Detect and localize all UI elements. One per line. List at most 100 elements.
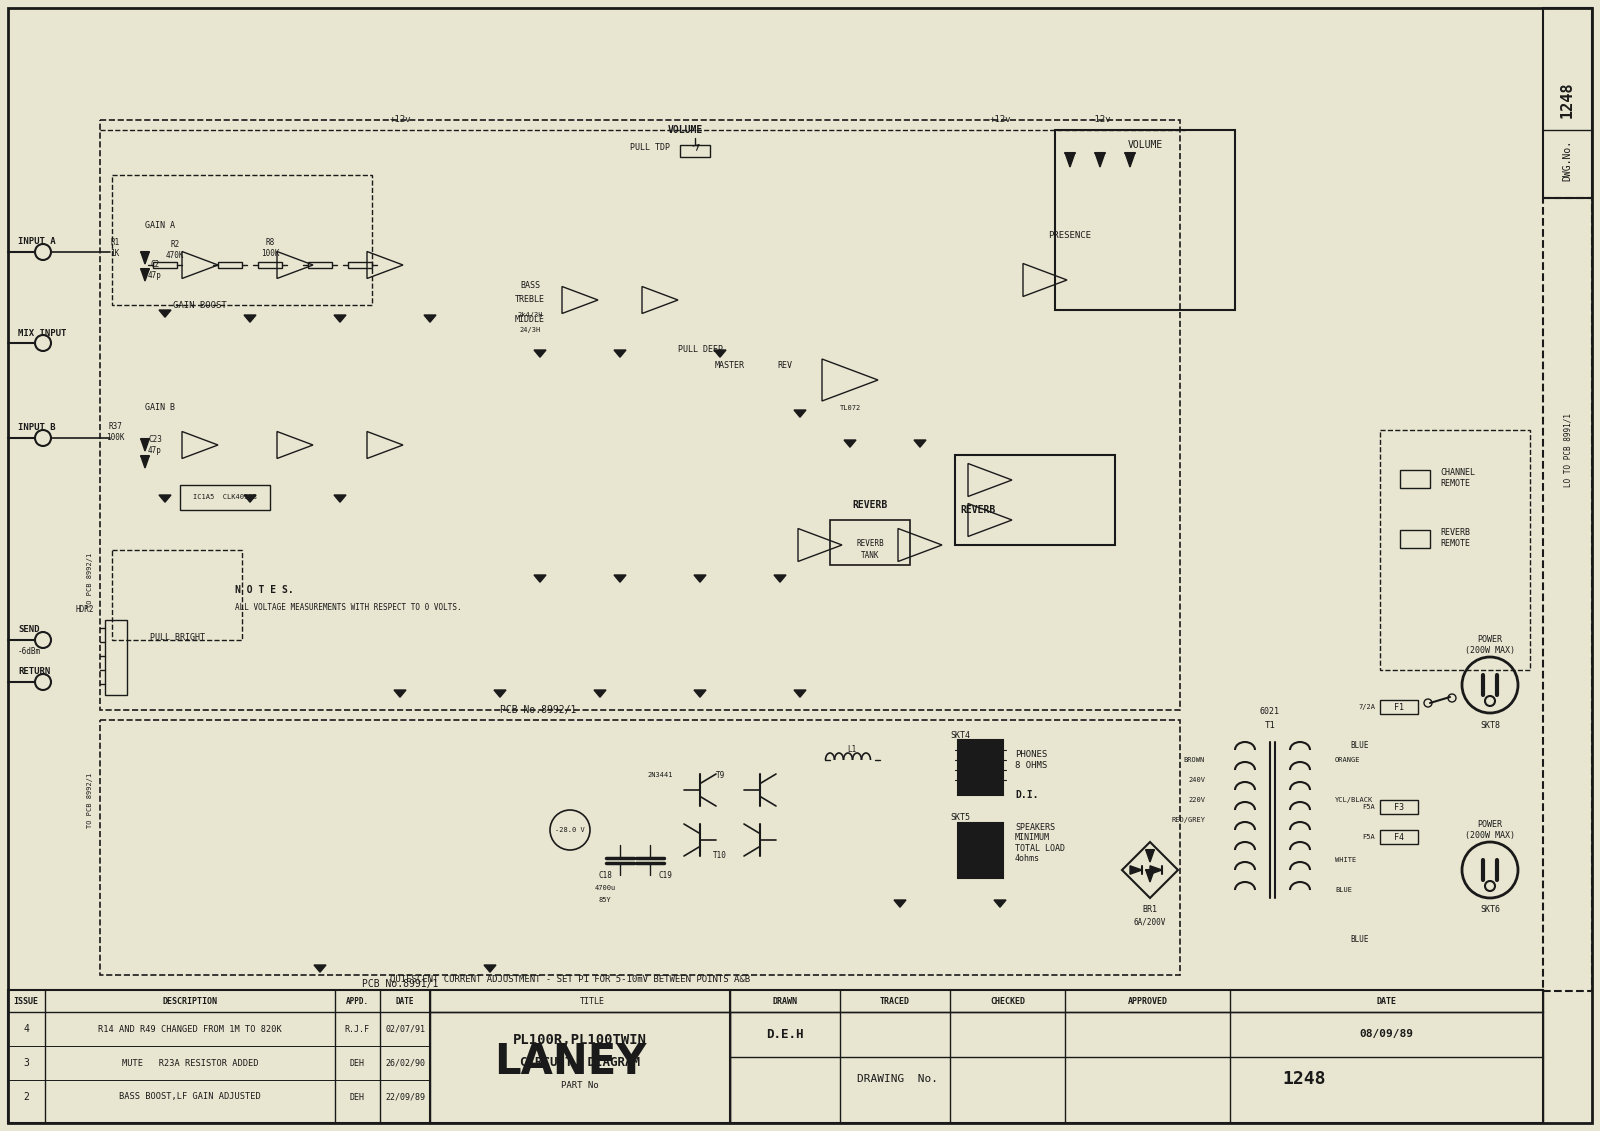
Text: 1248: 1248 — [1560, 81, 1574, 119]
Text: 6A/200V: 6A/200V — [1134, 917, 1166, 926]
Text: BR1: BR1 — [1142, 906, 1157, 915]
Bar — [1400, 530, 1430, 549]
Text: SPEAKERS
MINIMUM
TOTAL LOAD
4ohms: SPEAKERS MINIMUM TOTAL LOAD 4ohms — [1014, 823, 1066, 863]
Text: SEND: SEND — [18, 625, 40, 634]
Polygon shape — [394, 690, 406, 697]
Bar — [106, 620, 126, 696]
Text: 4: 4 — [22, 1024, 29, 1034]
Bar — [112, 550, 242, 640]
Bar — [830, 520, 910, 566]
Polygon shape — [243, 495, 256, 502]
Polygon shape — [794, 411, 806, 417]
Text: 85Y: 85Y — [598, 897, 611, 903]
Text: SKT4: SKT4 — [950, 731, 970, 740]
Bar — [112, 175, 371, 305]
Bar — [179, 485, 270, 510]
Polygon shape — [334, 316, 346, 322]
Text: ALL VOLTAGE MEASUREMENTS WITH RESPECT TO 0 VOLTS.: ALL VOLTAGE MEASUREMENTS WITH RESPECT TO… — [235, 603, 462, 612]
Bar — [1379, 800, 1418, 814]
Text: APPD.: APPD. — [346, 996, 368, 1005]
Text: DWG.No.: DWG.No. — [1562, 139, 1571, 181]
Text: T9: T9 — [715, 770, 725, 779]
Text: -28.0 V: -28.0 V — [555, 827, 586, 834]
Bar — [99, 120, 1181, 710]
Text: SKT5: SKT5 — [950, 813, 970, 822]
Polygon shape — [994, 900, 1006, 907]
Text: PULL TDP: PULL TDP — [630, 144, 670, 153]
Bar — [680, 145, 710, 157]
Text: PHONES
8 OHMS: PHONES 8 OHMS — [1014, 750, 1048, 770]
Text: PULL BRIGHT: PULL BRIGHT — [149, 633, 205, 642]
Text: IC1A5  CLK4098B: IC1A5 CLK4098B — [194, 494, 258, 500]
Bar — [1542, 8, 1592, 198]
Bar — [1379, 830, 1418, 844]
Bar — [1400, 470, 1430, 487]
Polygon shape — [894, 900, 906, 907]
Bar — [1379, 700, 1418, 714]
Text: F5A: F5A — [1362, 834, 1374, 840]
Text: PULL DEEP: PULL DEEP — [677, 345, 723, 354]
Text: LANEY: LANEY — [494, 1041, 646, 1082]
Polygon shape — [694, 690, 706, 697]
Polygon shape — [483, 965, 496, 973]
Text: C18: C18 — [598, 871, 611, 880]
Text: YCL/BLACK: YCL/BLACK — [1334, 797, 1373, 803]
Bar — [99, 720, 1181, 975]
Text: N O T E S.: N O T E S. — [235, 585, 294, 595]
Text: CHANNEL
REMOTE: CHANNEL REMOTE — [1440, 468, 1475, 487]
Text: BLUE: BLUE — [1334, 887, 1352, 893]
Polygon shape — [141, 252, 149, 264]
Text: R37
100K: R37 100K — [106, 422, 125, 442]
Polygon shape — [158, 310, 171, 317]
Text: REVERB: REVERB — [960, 506, 995, 515]
Text: POWER
(200W MAX): POWER (200W MAX) — [1466, 636, 1515, 655]
Text: RETURN: RETURN — [18, 667, 50, 676]
Polygon shape — [1066, 153, 1075, 167]
Text: T10: T10 — [714, 851, 726, 860]
Bar — [307, 262, 333, 268]
Text: F1: F1 — [1394, 702, 1405, 711]
Text: -6dBm: -6dBm — [18, 648, 42, 656]
Text: C23
47p: C23 47p — [149, 435, 162, 455]
Polygon shape — [1130, 866, 1142, 874]
Text: BASS BOOST,LF GAIN ADJUSTED: BASS BOOST,LF GAIN ADJUSTED — [118, 1093, 261, 1102]
Polygon shape — [534, 349, 546, 357]
Bar — [958, 823, 1003, 878]
Polygon shape — [494, 690, 506, 697]
Polygon shape — [314, 965, 326, 973]
Bar — [154, 262, 178, 268]
Text: TITLE: TITLE — [579, 996, 605, 1005]
Bar — [1542, 198, 1592, 991]
Text: PRESENCE: PRESENCE — [1048, 231, 1091, 240]
Text: 4700u: 4700u — [594, 884, 616, 891]
Text: C2
47p: C2 47p — [149, 260, 162, 279]
Polygon shape — [1146, 851, 1154, 862]
Text: 3: 3 — [22, 1057, 29, 1068]
Text: 2: 2 — [22, 1093, 29, 1102]
Text: GAIN BOOST: GAIN BOOST — [173, 301, 227, 310]
Text: BLUE: BLUE — [1350, 741, 1370, 750]
Polygon shape — [774, 575, 786, 582]
Text: REVERB
REMOTE: REVERB REMOTE — [1440, 528, 1470, 547]
Text: 2k4/3H: 2k4/3H — [517, 312, 542, 318]
Text: TANK: TANK — [861, 551, 880, 560]
Text: 220V: 220V — [1187, 797, 1205, 803]
Text: QUIESCENT CURRENT ADJUSTMENT - SET P1 FOR 5-10mV BETWEEN POINTS A&B: QUIESCENT CURRENT ADJUSTMENT - SET P1 FO… — [390, 975, 750, 984]
Bar — [8, 990, 1542, 1123]
Polygon shape — [158, 495, 171, 502]
Bar — [258, 262, 282, 268]
Polygon shape — [243, 316, 256, 322]
Text: TREBLE: TREBLE — [515, 295, 546, 304]
Text: REVERB: REVERB — [856, 538, 883, 547]
Bar — [1054, 130, 1235, 310]
Text: ISSUE: ISSUE — [13, 996, 38, 1005]
Text: PART No: PART No — [562, 1080, 598, 1089]
Text: CHECKED: CHECKED — [990, 996, 1026, 1005]
Text: CIRCUIT  DIAGRAM: CIRCUIT DIAGRAM — [520, 1056, 640, 1070]
Text: MIDDLE: MIDDLE — [515, 316, 546, 325]
Polygon shape — [1125, 153, 1134, 167]
Text: DEH: DEH — [349, 1093, 365, 1102]
Text: 24/3H: 24/3H — [520, 327, 541, 333]
Text: INPUT B: INPUT B — [18, 423, 56, 432]
Text: PCB No.8991/1: PCB No.8991/1 — [362, 979, 438, 988]
